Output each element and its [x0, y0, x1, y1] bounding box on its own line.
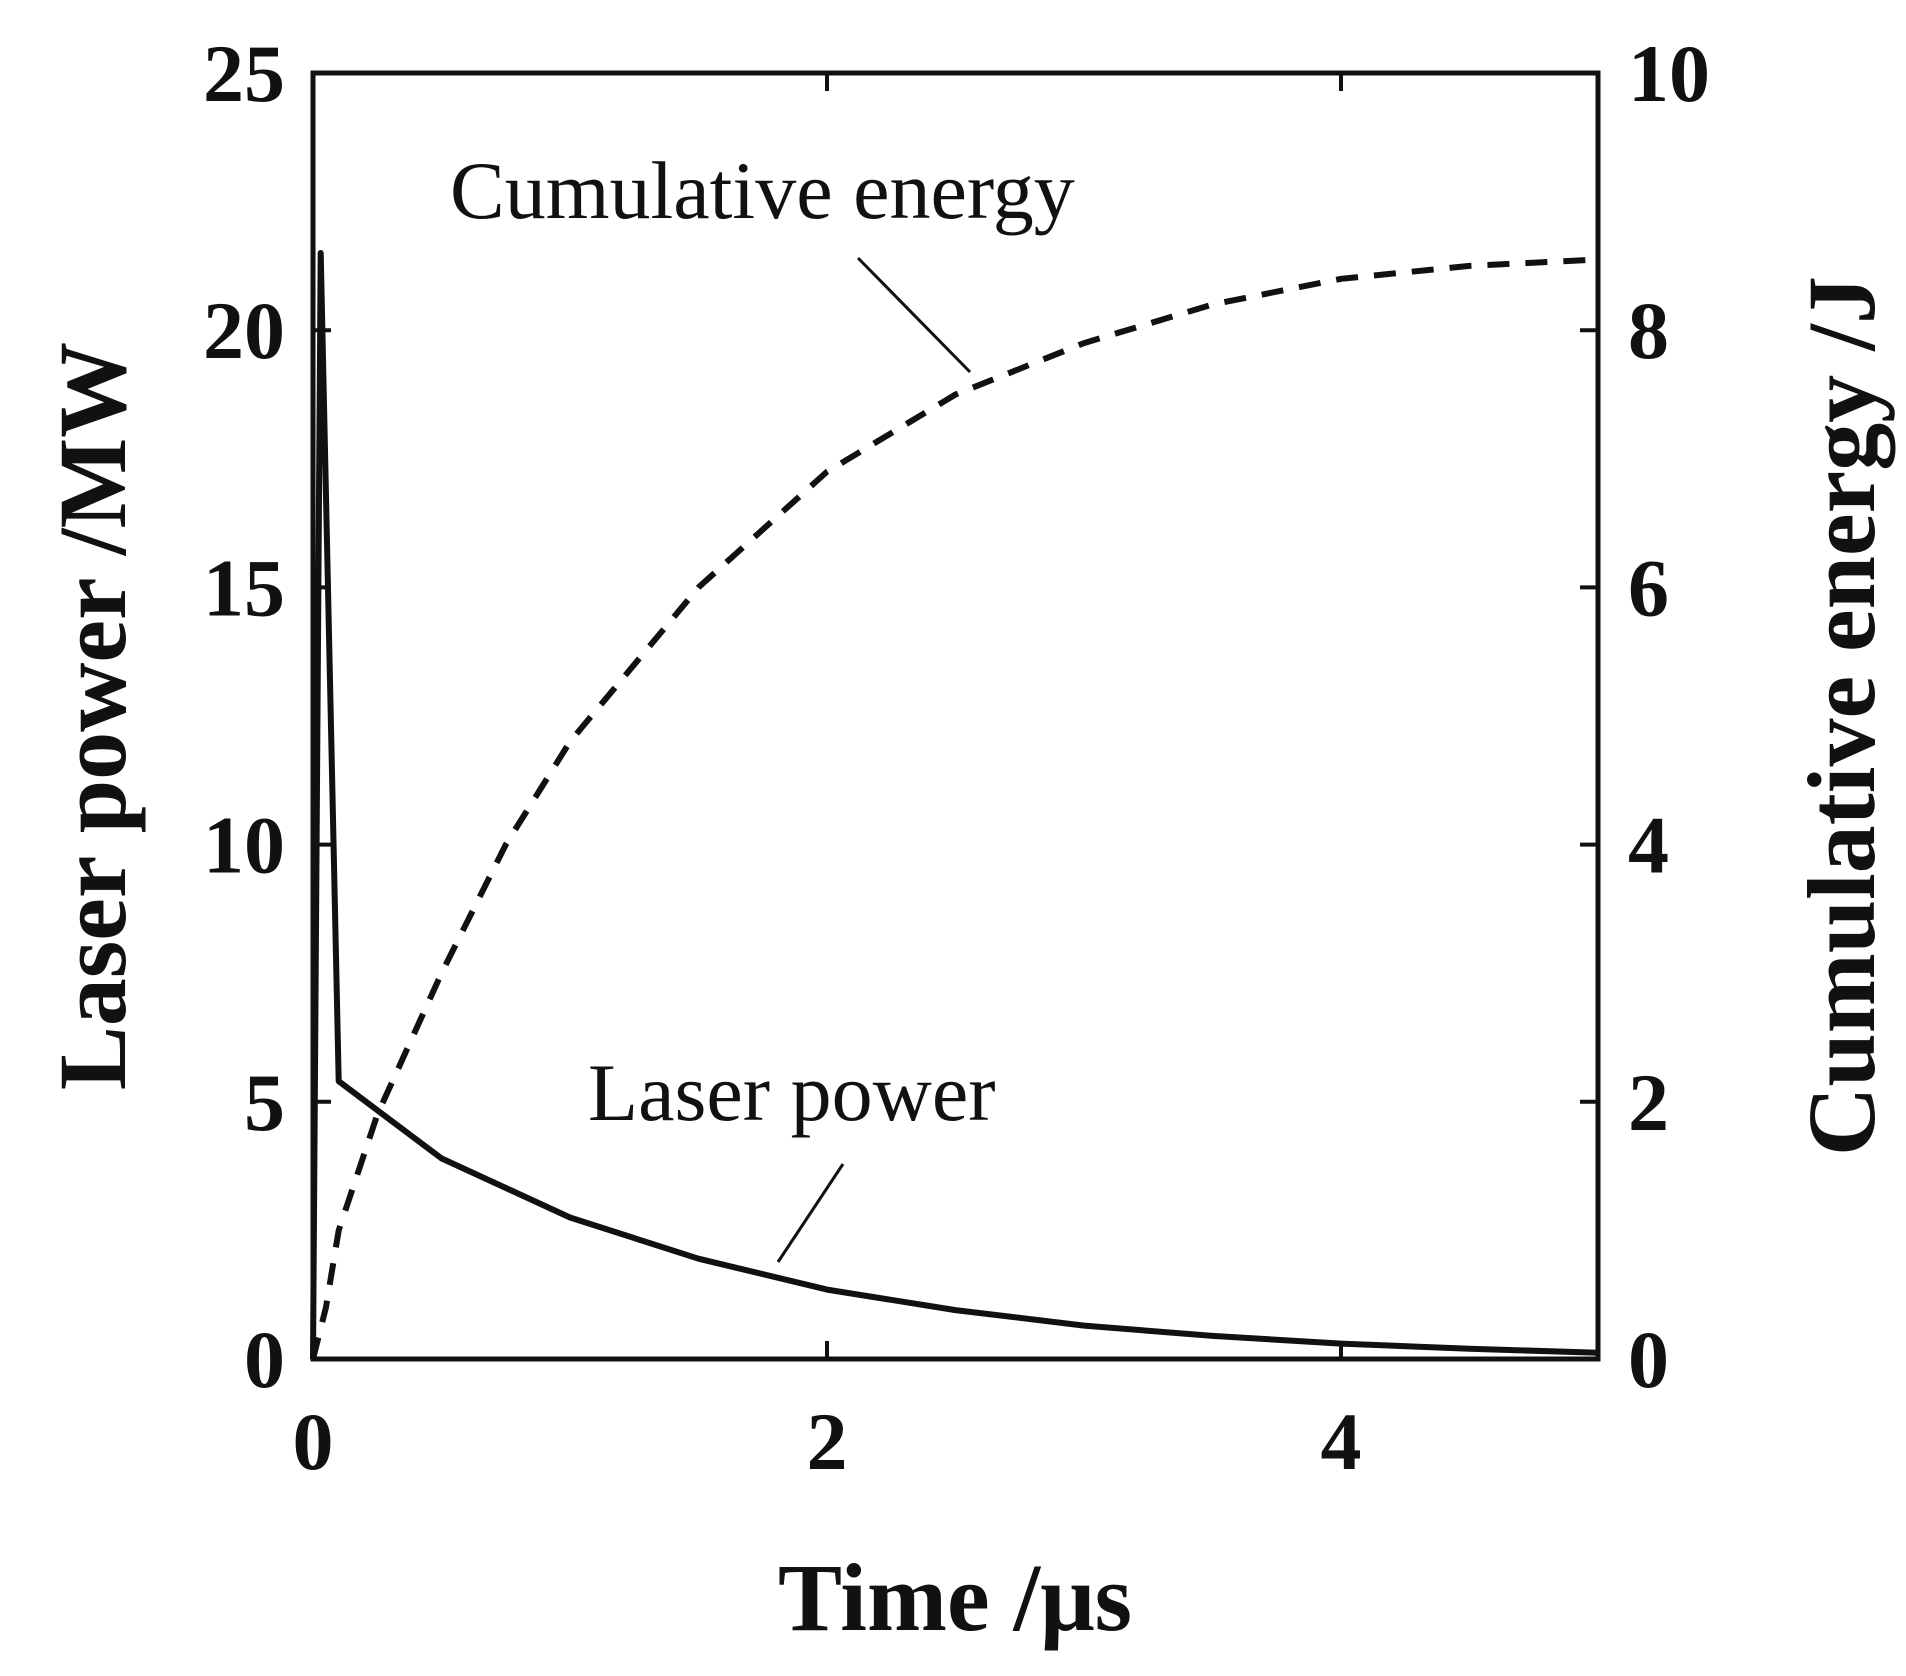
- plot-frame: [310, 70, 1601, 1362]
- y-left-tick-label: 25: [203, 28, 285, 119]
- series-line-laser-power: [310, 250, 1599, 1360]
- x-axis-label: Time /μs: [778, 1544, 1132, 1651]
- series-line-cumulative-energy: [310, 256, 1599, 1360]
- y-right-tick-label: 10: [1628, 28, 1710, 119]
- annotation-cumulative-energy: Cumulative energy: [450, 145, 1075, 236]
- chart-ticks: [311, 71, 1598, 1361]
- x-tick-label: 4: [1321, 1396, 1362, 1487]
- y-right-tick-label: 2: [1628, 1057, 1669, 1148]
- chart-tick-labels: 0 2 4 0 5 10 15 20 25 0 2 4 6 8 10: [203, 28, 1710, 1487]
- annotation-cumulative-energy-leader: [856, 256, 972, 374]
- x-tick-label: 0: [293, 1396, 334, 1487]
- y-right-tick-label: 4: [1628, 800, 1669, 891]
- annotation-laser-power: Laser power: [588, 1047, 996, 1138]
- y-axis-left-label: Laser power /MW: [39, 342, 146, 1090]
- y-left-tick-label: 20: [203, 285, 285, 376]
- y-left-tick-label: 5: [244, 1057, 285, 1148]
- y-right-tick-label: 6: [1628, 542, 1669, 633]
- y-axis-right-label: Cumulative energy /J: [1788, 276, 1895, 1156]
- y-left-tick-label: 15: [203, 542, 285, 633]
- y-right-tick-label: 8: [1628, 285, 1669, 376]
- y-left-tick-label: 0: [244, 1314, 285, 1405]
- y-left-tick-label: 10: [203, 800, 285, 891]
- y-right-tick-label: 0: [1628, 1314, 1669, 1405]
- x-tick-label: 2: [807, 1396, 848, 1487]
- annotation-laser-power-leader: [776, 1163, 845, 1263]
- chart-marks: [310, 250, 1599, 1360]
